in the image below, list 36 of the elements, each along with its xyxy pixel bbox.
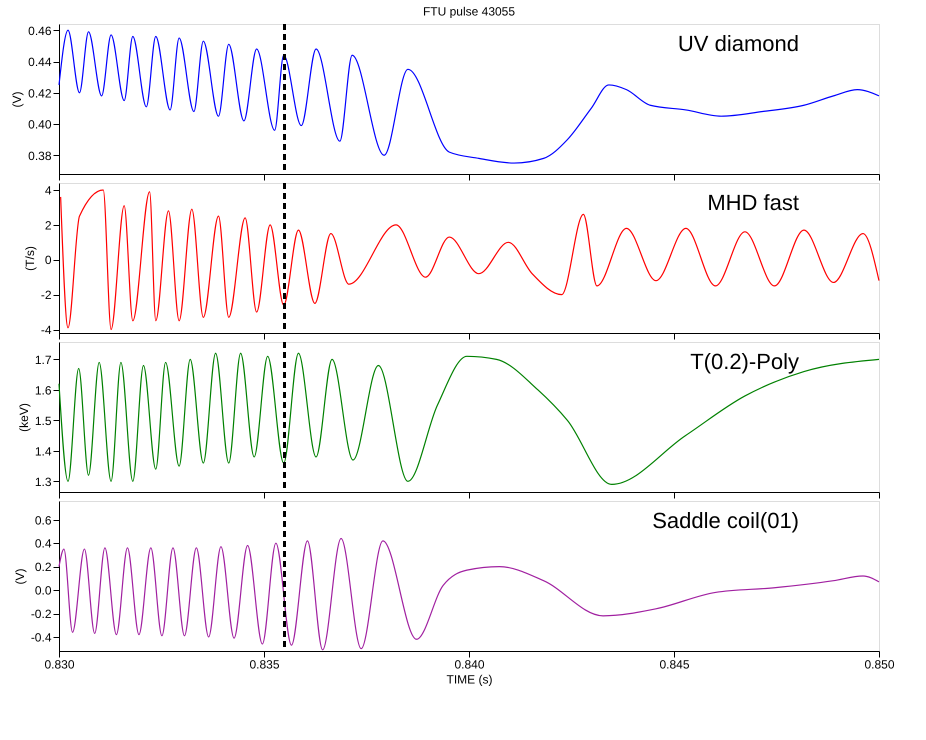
x-tick-label: 0.840: [454, 658, 485, 672]
y-tick-label: 1.3: [34, 474, 52, 489]
y-tick-label: 0.44: [28, 55, 52, 69]
x-tick-label: 0.845: [659, 658, 690, 672]
x-tick-label: 0.830: [44, 658, 75, 672]
text: Saddle coil(01): [652, 508, 799, 533]
y-tick-label: 0.38: [28, 148, 52, 163]
y-axis-title: (V): [12, 568, 27, 584]
y-axis-title: (keV): [16, 403, 31, 432]
y-tick-label: 0.46: [28, 24, 52, 38]
y-tick-label: 1.4: [34, 444, 52, 458]
y-tick-label: -2: [40, 288, 52, 302]
y-tick-label: 1.7: [34, 352, 52, 367]
y-tick-label: -0.4: [30, 630, 52, 644]
y-tick-label: 1.5: [34, 414, 52, 428]
y-tick-label: -4: [40, 323, 52, 338]
y-tick-label: 1.6: [34, 383, 52, 398]
text: UV diamond: [678, 31, 799, 56]
y-tick-label: 2: [44, 218, 52, 232]
y-tick-label: 0.0: [34, 584, 52, 598]
series-label: MHD fast: [707, 190, 799, 215]
y-tick-label: 0.2: [34, 560, 52, 574]
y-axis-title: (V): [10, 92, 24, 108]
y-tick-label: -0.2: [30, 607, 52, 621]
y-tick-label: 0.6: [34, 513, 52, 528]
series-label: T(0.2)-Poly: [690, 349, 799, 374]
y-tick-label: 0.4: [34, 536, 52, 551]
y-axis-title: (T/s): [22, 246, 37, 271]
chart-title: FTU pulse 43055: [422, 4, 516, 18]
x-tick-label: 0.835: [249, 658, 280, 672]
y-tick-label: 0.42: [28, 86, 52, 100]
y-tick-label: 0.40: [28, 118, 52, 132]
y-tick-label: 4: [44, 183, 52, 198]
x-tick-label: 0.850: [864, 658, 895, 672]
y-tick-label: 0: [44, 253, 52, 268]
x-axis-title: TIME (s): [446, 672, 492, 686]
